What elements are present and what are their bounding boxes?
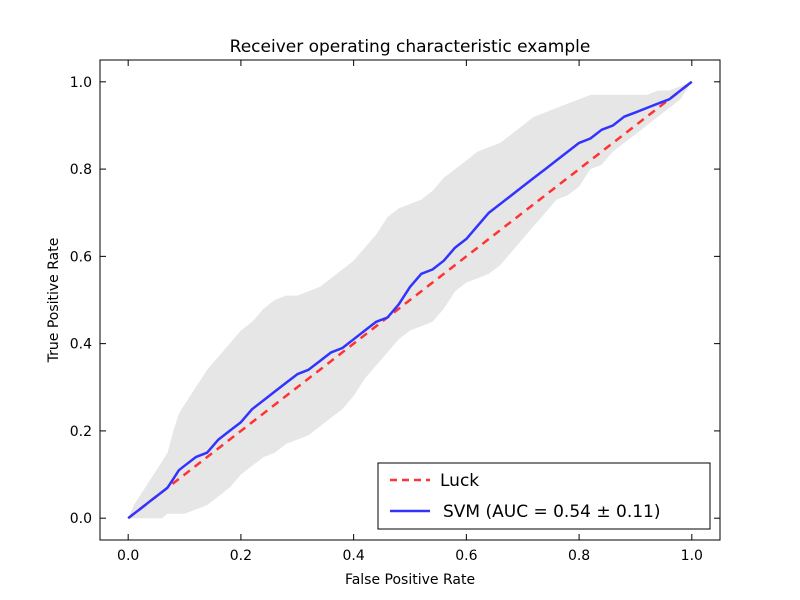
y-tick-label: 0.8 bbox=[70, 162, 92, 178]
y-tick-label: 0.0 bbox=[70, 511, 92, 527]
plot-area bbox=[127, 80, 693, 520]
legend: Luck SVM (AUC = 0.54 ± 0.11) bbox=[377, 462, 711, 530]
x-tick-label: 0.0 bbox=[117, 548, 139, 564]
plot-frame bbox=[99, 59, 721, 541]
x-axis-title: False Positive Rate bbox=[345, 572, 475, 588]
series-line-svm bbox=[127, 80, 693, 520]
x-tick-label: 0.4 bbox=[343, 548, 365, 564]
x-tick-label: 0.6 bbox=[455, 548, 477, 564]
x-tick-label: 0.8 bbox=[568, 548, 590, 564]
y-tick-label: 0.2 bbox=[70, 424, 92, 440]
legend-label-luck: Luck bbox=[440, 471, 479, 491]
x-tick-label: 0.2 bbox=[230, 548, 252, 564]
series-line-luck bbox=[127, 80, 693, 520]
legend-box bbox=[377, 462, 711, 530]
y-tick-label: 0.4 bbox=[70, 337, 92, 353]
y-axis-title: True Positive Rate bbox=[46, 238, 62, 364]
legend-label-svm: SVM (AUC = 0.54 ± 0.11) bbox=[443, 502, 661, 522]
axis-ticks: 0.0 0.2 0.4 0.6 0.8 1.0 0.0 0.2 0.4 0.6 0.8 1.0 bbox=[70, 60, 720, 564]
y-tick-label: 0.6 bbox=[70, 249, 92, 265]
y-tick-label: 1.0 bbox=[70, 75, 92, 91]
chart-title: Receiver operating characteristic exampl… bbox=[230, 37, 591, 57]
x-tick-label: 1.0 bbox=[681, 548, 703, 564]
